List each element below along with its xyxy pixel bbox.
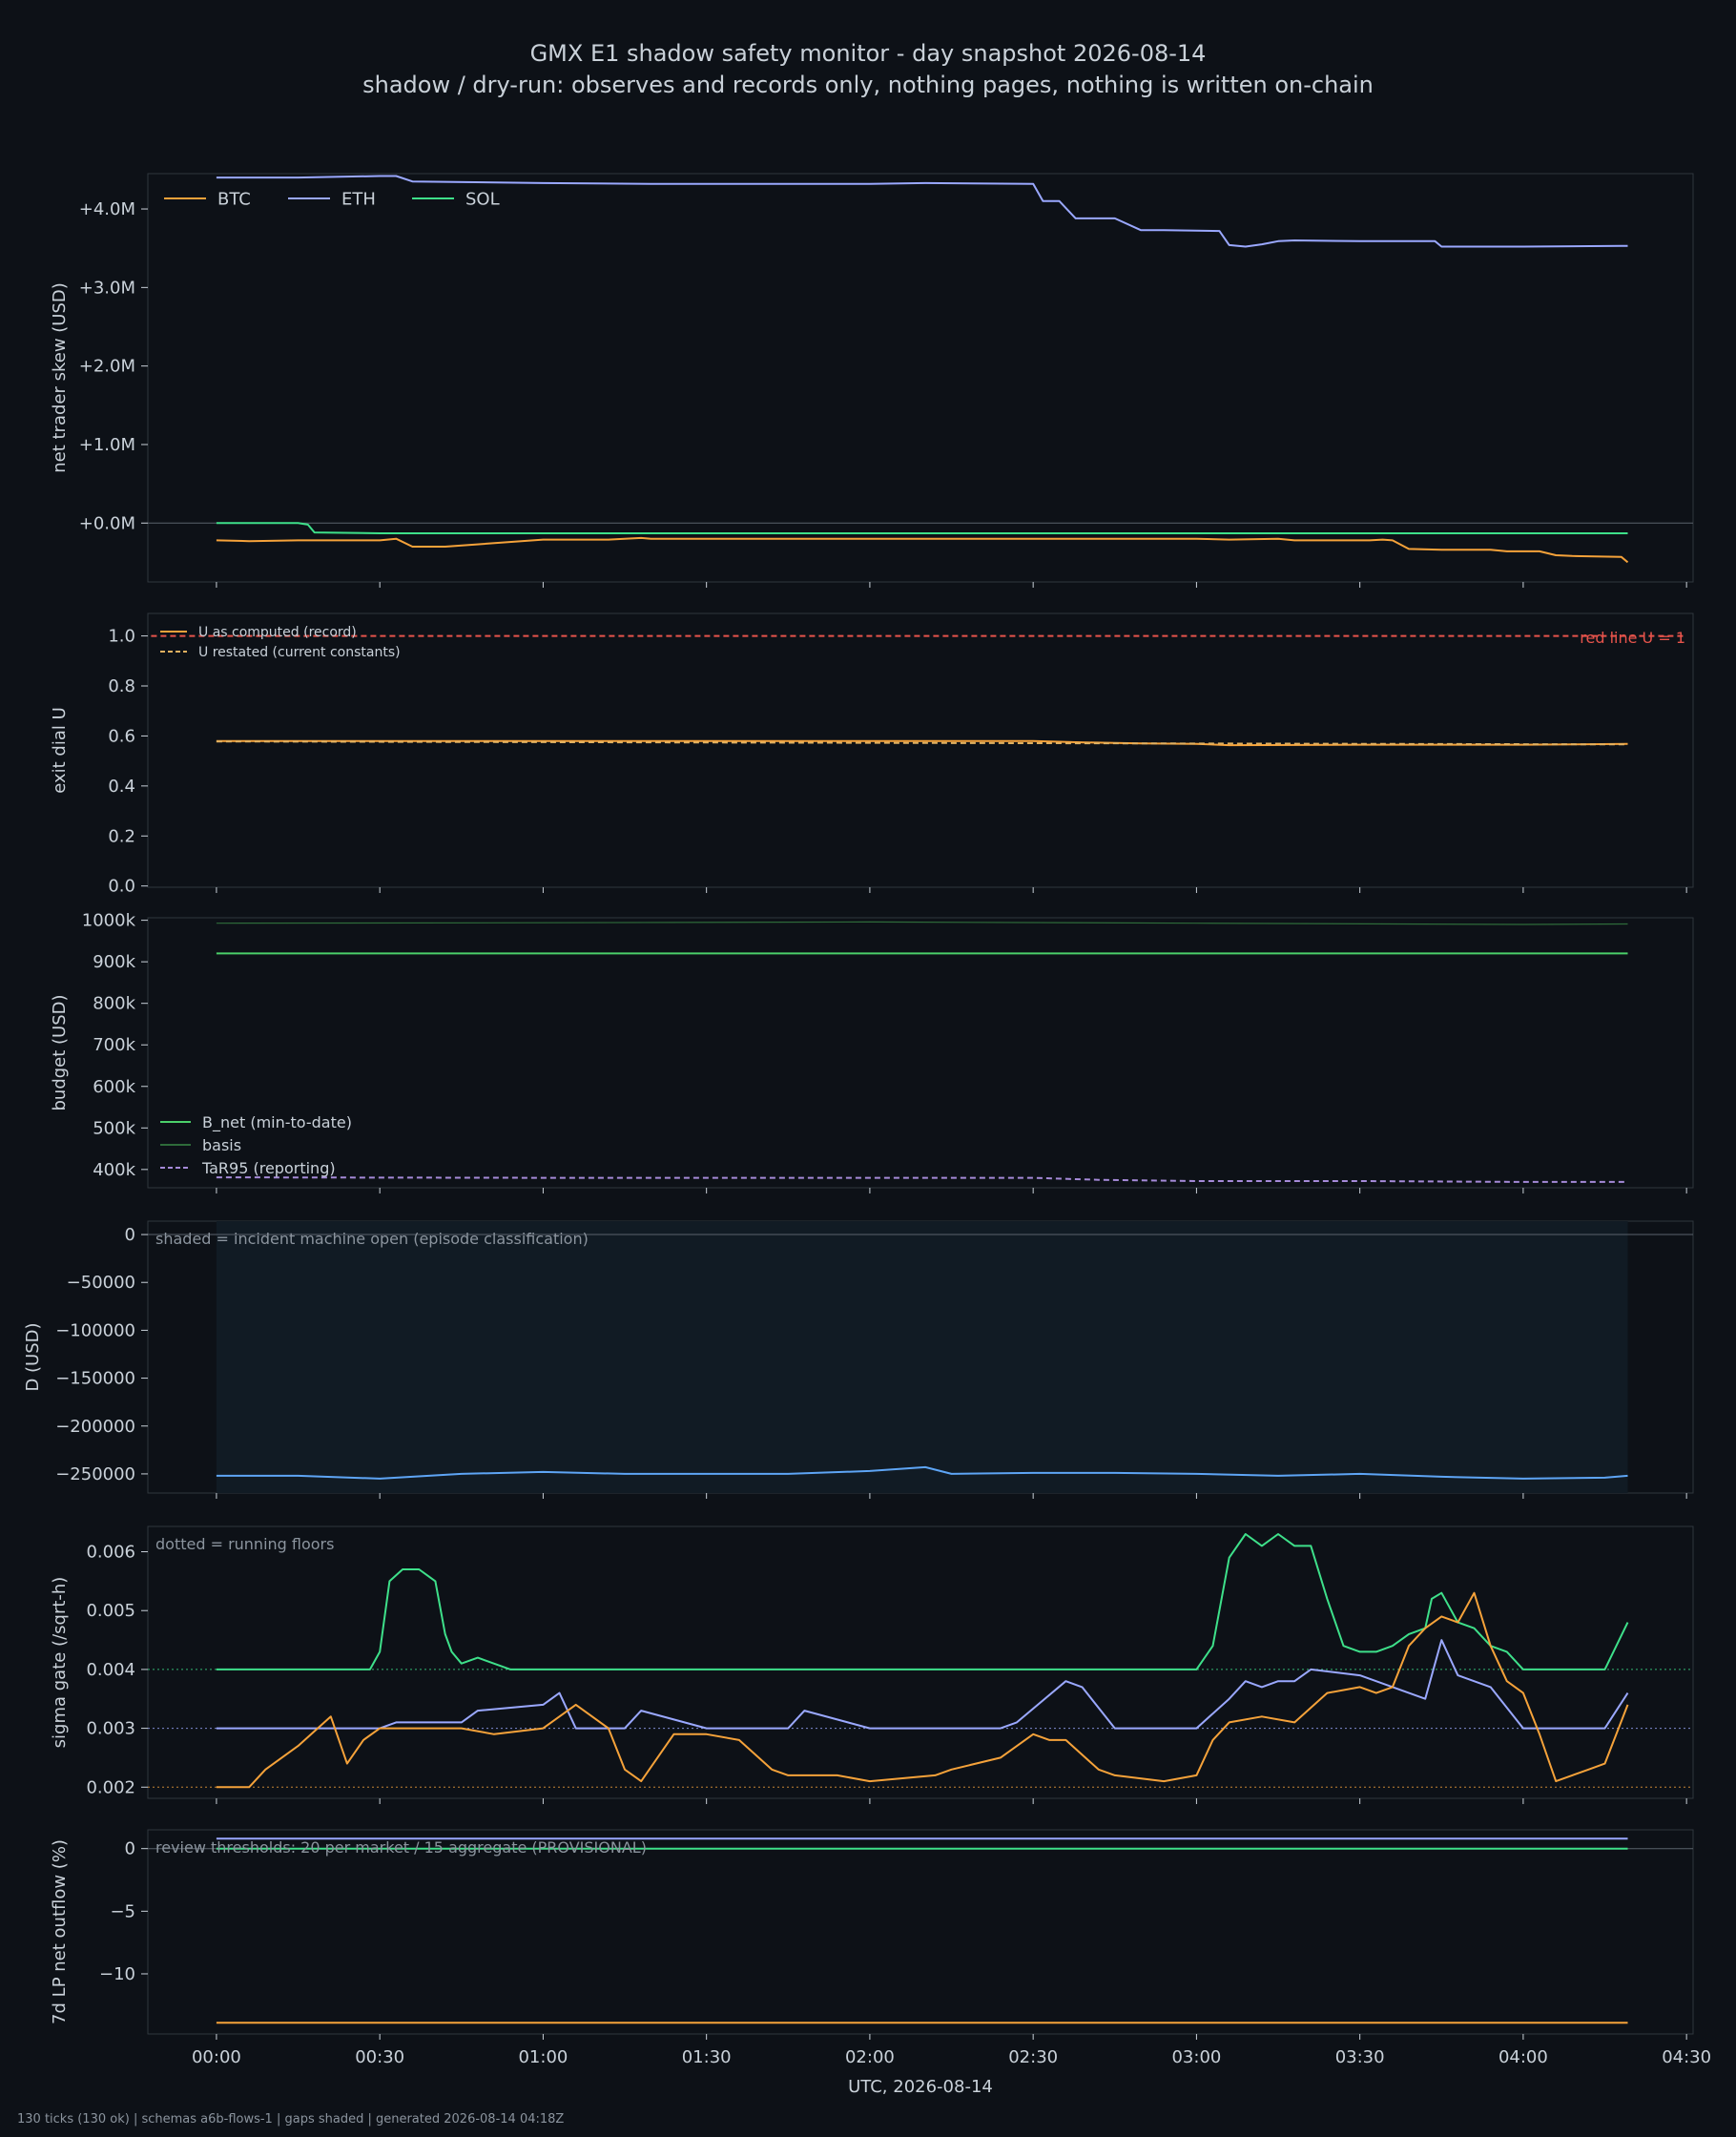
ytick-label-5-0: −10	[99, 1964, 135, 1984]
legend-label-2-0: B_net (min-to-date)	[202, 1113, 352, 1132]
xtick-label-0: 00:00	[192, 2047, 241, 2067]
ytick-label-3-3: −100000	[55, 1320, 135, 1340]
ytick-label-2-4: 800k	[93, 994, 135, 1014]
panel-annotation-5: review thresholds: 20 per market / 15 ag…	[155, 1838, 647, 1857]
ylabel-2: budget (USD)	[50, 994, 70, 1110]
panel-frame-5	[147, 1829, 1694, 2035]
panel-frame-0	[147, 173, 1694, 583]
series-line-4-sol	[216, 1533, 1629, 1670]
legend-label-2-1: basis	[202, 1136, 241, 1154]
ytick-label-0-0: +0.0M	[79, 513, 135, 533]
legend-label-2-2: TaR95 (reporting)	[201, 1159, 336, 1177]
ytick-label-1-5: 1.0	[108, 627, 135, 647]
ylabel-4: sigma gate (/sqrt-h)	[50, 1577, 70, 1749]
xtick-label-9: 04:30	[1662, 2047, 1711, 2067]
ytick-label-3-4: −50000	[67, 1273, 135, 1293]
panel-annotation-4: dotted = running floors	[155, 1535, 334, 1553]
legend-label-1-0: U as computed (record)	[198, 625, 357, 640]
ytick-label-0-1: +1.0M	[79, 435, 135, 455]
ytick-label-1-4: 0.8	[108, 676, 135, 696]
panel-annotation-3: shaded = incident machine open (episode …	[155, 1230, 589, 1248]
ylabel-5: 7d LP net outflow (%)	[50, 1839, 70, 2024]
ytick-label-2-6: 1000k	[82, 911, 136, 931]
panel-frame-4	[147, 1525, 1694, 1799]
ylabel-3: D (USD)	[23, 1322, 43, 1391]
series-line-2-tar95-reporting-	[216, 1176, 1628, 1183]
ytick-label-2-1: 500k	[93, 1118, 135, 1138]
xtick-label-5: 02:30	[1008, 2047, 1058, 2067]
status-footer: 130 ticks (130 ok) | schemas a6b-flows-1…	[17, 2112, 565, 2127]
series-line-2-basis	[216, 921, 1628, 925]
red-line-annotation: red line U = 1	[1580, 629, 1685, 647]
xlabel: UTC, 2026-08-14	[848, 2077, 993, 2097]
ytick-label-2-2: 600k	[93, 1077, 135, 1097]
legend-label-1-1: U restated (current constants)	[198, 645, 401, 660]
xtick-label-8: 04:00	[1498, 2047, 1548, 2067]
legend-label-0-2: SOL	[465, 189, 500, 209]
ytick-label-1-2: 0.4	[108, 777, 135, 797]
ytick-label-4-4: 0.006	[86, 1543, 135, 1563]
xtick-label-1: 00:30	[355, 2047, 404, 2067]
chart-title: GMX E1 shadow safety monitor - day snaps…	[529, 40, 1207, 67]
series-line-4-btc	[216, 1591, 1629, 1789]
ytick-label-4-2: 0.004	[86, 1660, 135, 1680]
xtick-label-7: 03:30	[1335, 2047, 1385, 2067]
ytick-label-0-3: +3.0M	[79, 278, 135, 298]
ylabel-1: exit dial U	[50, 707, 70, 794]
xtick-label-6: 03:00	[1171, 2047, 1221, 2067]
xtick-label-4: 02:00	[845, 2047, 895, 2067]
ytick-label-5-1: −5	[110, 1901, 135, 1921]
ylabel-0: net trader skew (USD)	[50, 282, 70, 473]
ytick-label-1-3: 0.6	[108, 726, 135, 746]
series-line-1-u-restated-current-constants-	[216, 740, 1628, 746]
ytick-label-4-3: 0.005	[86, 1601, 135, 1621]
ytick-label-4-0: 0.002	[86, 1777, 135, 1797]
panel-frame-2	[147, 917, 1694, 1189]
ytick-label-0-2: +2.0M	[79, 357, 135, 377]
ytick-label-2-0: 400k	[93, 1160, 135, 1180]
ytick-label-1-1: 0.2	[108, 826, 135, 846]
ytick-label-5-2: 0	[125, 1839, 135, 1859]
ytick-label-0-4: +4.0M	[79, 199, 135, 219]
series-line-3-d	[216, 1465, 1628, 1480]
panel-frame-1	[147, 612, 1694, 888]
series-line-4-eth	[216, 1639, 1629, 1730]
incident-shade	[216, 1221, 1628, 1493]
ytick-label-3-0: −250000	[55, 1464, 135, 1484]
xtick-label-2: 01:00	[518, 2047, 568, 2067]
ytick-label-2-3: 700k	[93, 1035, 135, 1055]
ytick-label-3-1: −200000	[55, 1417, 135, 1437]
series-line-1-u-as-computed-record-	[216, 739, 1628, 747]
chart-subtitle: shadow / dry-run: observes and records o…	[362, 72, 1374, 98]
legend-label-0-0: BTC	[217, 189, 251, 209]
series-line-0-eth	[216, 175, 1628, 248]
ytick-label-3-2: −150000	[55, 1369, 135, 1389]
ytick-label-2-5: 900k	[93, 952, 135, 972]
series-line-0-sol	[216, 522, 1628, 534]
legend-label-0-1: ETH	[341, 189, 376, 209]
ytick-label-4-1: 0.003	[86, 1719, 135, 1739]
ytick-label-3-5: 0	[125, 1225, 135, 1245]
series-line-0-btc	[216, 536, 1629, 564]
xtick-label-3: 01:30	[682, 2047, 732, 2067]
ytick-label-1-0: 0.0	[108, 877, 135, 897]
